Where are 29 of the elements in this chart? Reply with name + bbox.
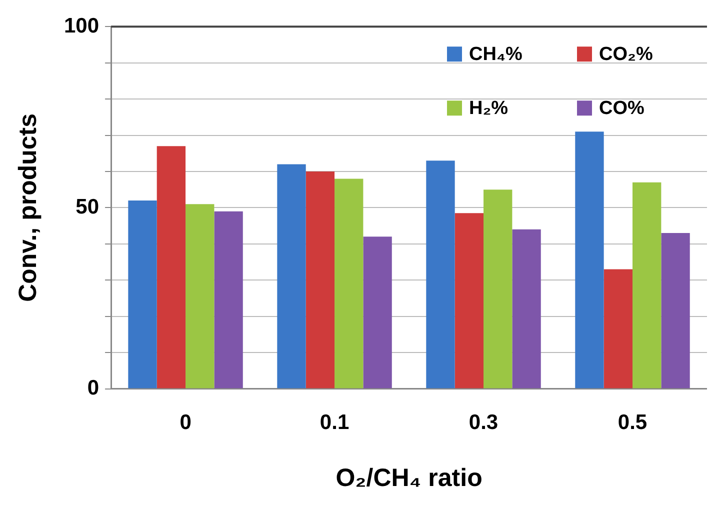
x-tick-label: 0: [180, 411, 192, 434]
legend-label: H₂%: [469, 98, 508, 119]
bar: [426, 160, 455, 388]
bar: [484, 190, 512, 388]
bar: [277, 164, 306, 388]
y-axis-title: Conv., products: [14, 113, 42, 302]
y-tick-label: 50: [76, 195, 100, 218]
bar: [334, 178, 364, 388]
bar: [156, 146, 186, 388]
bar: [661, 233, 690, 388]
bar: [512, 229, 541, 388]
legend-label: CO%: [599, 98, 644, 119]
x-tick-label: 0.3: [468, 411, 498, 434]
bar: [128, 200, 157, 388]
bar: [186, 204, 214, 388]
bar: [454, 213, 484, 388]
x-tick-label: 0.1: [320, 411, 350, 434]
x-axis-title: O₂/CH₄ ratio: [336, 464, 482, 492]
x-tick-label: 0.5: [618, 411, 648, 434]
bar: [363, 236, 392, 388]
bar: [306, 171, 335, 388]
legend-label: CH₄%: [469, 44, 522, 65]
bar: [214, 211, 243, 388]
y-tick-label: 0: [87, 376, 100, 400]
legend-label: CO₂%: [599, 44, 653, 65]
bar: [575, 132, 604, 388]
bar: [632, 182, 662, 388]
y-tick-label: 100: [64, 14, 100, 38]
bar: [604, 269, 633, 388]
